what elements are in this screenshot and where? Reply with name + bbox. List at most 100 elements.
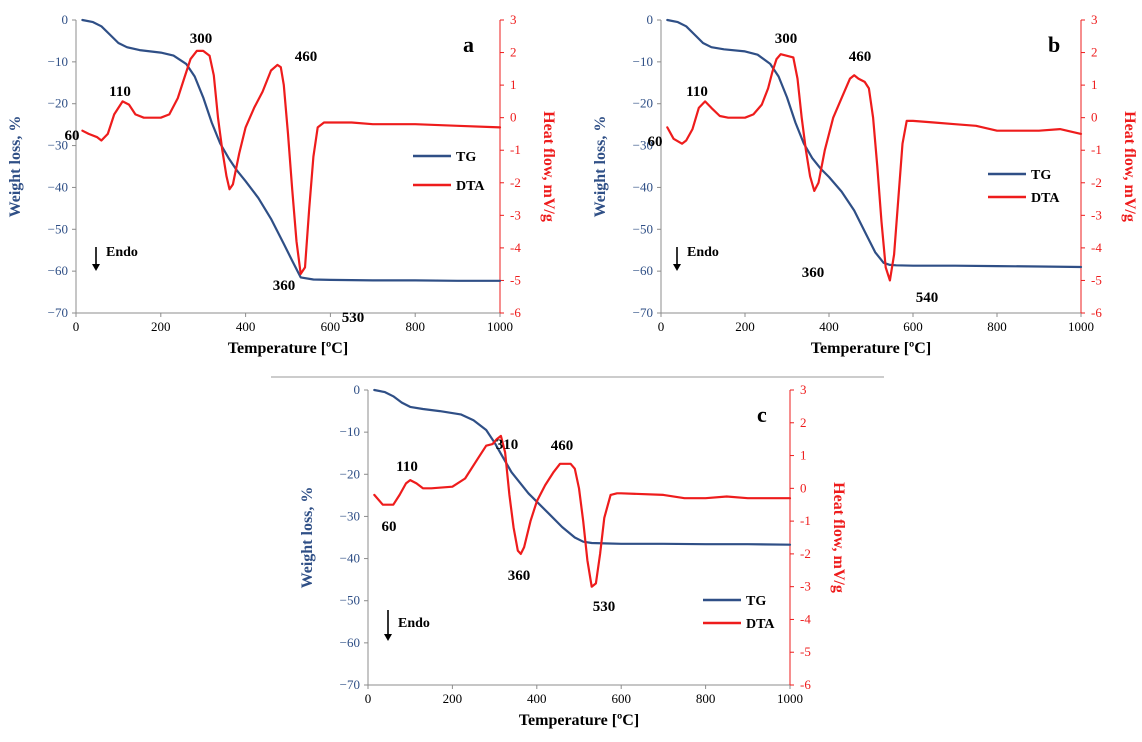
legend-label-tg: TG [456, 150, 476, 165]
right-y-tick-label: -2 [800, 546, 811, 561]
chart-panel-a: 0 200 400 600 800 10000−10−20−30−40−50−60−703… [7, 12, 557, 357]
x-tick-label: 400 [819, 319, 839, 334]
left-y-tick-label: −30 [48, 138, 68, 153]
left-y-tick-label: 0 [647, 12, 654, 27]
legend-label-dta: DTA [456, 179, 485, 194]
left-y-tick-label: −10 [340, 424, 360, 439]
right-y-tick-label: -4 [1091, 240, 1102, 255]
left-y-tick-label: −70 [633, 305, 653, 320]
left-y-tick-label: −20 [340, 466, 360, 481]
endo-label: Endo [106, 245, 138, 260]
peak-label: 300 [190, 31, 213, 47]
right-y-tick-label: 3 [510, 12, 517, 27]
x-axis-title: Temperature [ºC] [228, 340, 348, 357]
right-y-tick-label: 2 [1091, 45, 1098, 60]
right-y-tick-label: 3 [800, 382, 807, 397]
x-tick-label: 0 [73, 319, 80, 334]
x-tick-label: 400 [236, 319, 256, 334]
left-y-tick-label: 0 [354, 382, 361, 397]
legend-label-dta: DTA [1031, 191, 1060, 206]
left-y-tick-label: −60 [340, 635, 360, 650]
left-y-tick-label: −10 [48, 54, 68, 69]
peak-label: 360 [802, 265, 825, 281]
peak-label: 540 [916, 290, 939, 306]
legend-label-dta: DTA [746, 617, 775, 632]
left-y-tick-label: −50 [633, 221, 653, 236]
legend-label-tg: TG [746, 594, 766, 609]
x-tick-label: 800 [987, 319, 1007, 334]
left-y-tick-label: 0 [62, 12, 69, 27]
right-y-tick-label: 0 [800, 480, 807, 495]
left-y-tick-label: −30 [340, 508, 360, 523]
right-y-tick-label: -2 [510, 175, 521, 190]
series-line-tg [373, 388, 792, 546]
x-tick-label: 800 [405, 319, 425, 334]
peak-label: 110 [396, 459, 418, 475]
x-tick-label: 0 [365, 691, 372, 706]
left-y-tick-label: −20 [48, 96, 68, 111]
right-y-tick-label: -6 [510, 305, 521, 320]
right-y-tick-label: -5 [800, 644, 811, 659]
peak-label: 310 [496, 437, 519, 453]
series-line-tg [81, 18, 502, 282]
left-y-tick-label: −40 [633, 179, 653, 194]
right-y-tick-label: -2 [1091, 175, 1102, 190]
left-y-tick-label: −10 [633, 54, 653, 69]
right-y-tick-label: 1 [1091, 77, 1098, 92]
left-y-tick-label: −50 [340, 593, 360, 608]
series-line-dta [81, 49, 502, 275]
series-line-dta [373, 434, 792, 588]
right-y-tick-label: -6 [1091, 305, 1102, 320]
peak-label: 60 [65, 128, 80, 144]
peak-label: 530 [593, 599, 616, 615]
peak-label: 460 [551, 438, 574, 454]
x-tick-label: 600 [903, 319, 923, 334]
left-y-tick-label: −60 [633, 263, 653, 278]
right-y-tick-label: -5 [1091, 272, 1102, 287]
legend-label-tg: TG [1031, 168, 1051, 183]
peak-label: 60 [648, 134, 663, 150]
x-tick-label: 400 [527, 691, 547, 706]
right-y-tick-label: -3 [800, 579, 811, 594]
right-y-tick-label: 0 [510, 110, 517, 125]
x-tick-label: 1000 [777, 691, 803, 706]
chart-panel-b: 0 200 400 600 800 10000−10−20−30−40−50−60−703… [592, 12, 1138, 357]
right-axis-title: Heat flow, mV/g [1121, 111, 1138, 222]
right-y-tick-label: -1 [510, 142, 521, 157]
x-tick-label: 800 [696, 691, 716, 706]
panel-letter: c [757, 402, 767, 427]
peak-label: 110 [109, 84, 131, 100]
x-tick-label: 0 [658, 319, 665, 334]
right-y-tick-label: 1 [510, 77, 517, 92]
right-y-tick-label: 2 [800, 415, 807, 430]
x-tick-label: 1000 [487, 319, 513, 334]
right-axis-title: Heat flow, mV/g [830, 482, 847, 593]
peak-label: 60 [382, 519, 397, 535]
x-tick-label: 600 [611, 691, 631, 706]
right-y-tick-label: -1 [800, 513, 811, 528]
right-y-tick-label: -3 [510, 207, 521, 222]
right-axis-title: Heat flow, mV/g [540, 111, 557, 222]
left-y-tick-label: −20 [633, 96, 653, 111]
right-y-tick-label: -6 [800, 677, 811, 692]
right-y-tick-label: 3 [1091, 12, 1098, 27]
right-y-tick-label: 0 [1091, 110, 1098, 125]
left-y-tick-label: −50 [48, 221, 68, 236]
panel-letter: a [463, 32, 474, 57]
series-line-tg [666, 18, 1083, 269]
x-tick-label: 1000 [1068, 319, 1094, 334]
right-y-tick-label: 2 [510, 45, 517, 60]
right-y-tick-label: -4 [510, 240, 521, 255]
right-y-tick-label: -5 [510, 272, 521, 287]
peak-label: 360 [508, 568, 531, 584]
x-axis-title: Temperature [ºC] [519, 712, 639, 729]
x-tick-label: 200 [735, 319, 755, 334]
left-y-tick-label: −70 [48, 305, 68, 320]
series-line-dta [666, 53, 1083, 282]
x-tick-label: 600 [321, 319, 341, 334]
panel-letter: b [1048, 32, 1060, 57]
left-y-tick-label: −60 [48, 263, 68, 278]
endo-label: Endo [398, 616, 430, 631]
left-axis-title: Weight loss, % [299, 487, 316, 589]
